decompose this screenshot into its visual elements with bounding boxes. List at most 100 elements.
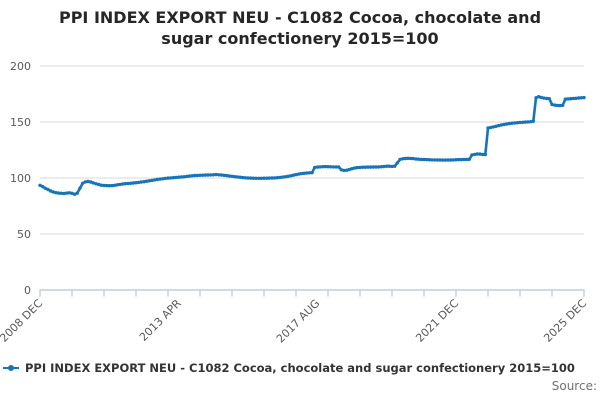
data-point-marker — [171, 176, 175, 180]
data-point-marker — [121, 182, 125, 186]
data-point-marker — [155, 177, 159, 182]
data-point-marker — [289, 174, 293, 178]
data-point-marker — [209, 173, 213, 177]
data-point-marker — [193, 173, 197, 178]
data-point-marker — [73, 192, 77, 196]
data-point-marker — [451, 158, 455, 162]
data-point-marker — [267, 176, 271, 180]
x-axis-tick-label: 2008 DEC — [0, 297, 45, 345]
data-point-marker — [179, 175, 183, 179]
data-point-marker — [166, 176, 170, 180]
data-point-marker — [387, 164, 391, 168]
data-point-marker — [251, 176, 255, 180]
data-point-marker — [211, 173, 215, 177]
data-point-marker — [147, 179, 151, 183]
data-point-marker — [305, 171, 309, 175]
data-point-marker — [278, 175, 282, 180]
data-point-marker — [238, 175, 242, 179]
data-point-marker — [542, 96, 546, 100]
y-axis-tick-label: 100 — [10, 172, 31, 185]
data-point-marker — [281, 175, 285, 179]
legend: PPI INDEX EXPORT NEU - C1082 Cocoa, choc… — [3, 361, 600, 375]
data-point-marker — [81, 181, 85, 185]
data-point-marker — [75, 191, 80, 195]
data-point-marker — [438, 158, 442, 162]
data-point-marker — [294, 172, 298, 177]
data-point-marker — [579, 96, 583, 100]
data-point-marker — [374, 165, 378, 169]
data-point-marker — [393, 164, 397, 168]
data-point-marker — [403, 156, 407, 161]
data-point-marker — [339, 168, 343, 172]
data-point-marker — [315, 165, 319, 169]
legend-dot-icon — [8, 365, 14, 371]
data-point-marker — [465, 157, 469, 162]
data-point-marker — [307, 171, 311, 175]
data-point-marker — [102, 183, 106, 188]
data-point-marker — [390, 164, 394, 169]
data-point-marker — [195, 173, 199, 178]
data-point-marker — [537, 95, 541, 99]
data-point-marker — [329, 165, 333, 169]
data-point-marker — [185, 174, 189, 179]
data-point-marker — [553, 103, 557, 107]
data-point-marker — [214, 172, 218, 177]
data-point-marker — [483, 152, 487, 157]
data-point-marker — [582, 95, 586, 100]
data-point-marker — [235, 175, 239, 179]
data-point-marker — [526, 120, 530, 124]
data-point-marker — [326, 165, 330, 169]
data-point-marker — [78, 186, 82, 190]
data-point-marker — [529, 120, 533, 124]
data-point-marker — [57, 191, 61, 195]
data-point-marker — [345, 168, 349, 172]
data-point-marker — [62, 191, 66, 196]
data-point-marker — [139, 180, 143, 184]
data-point-marker — [257, 176, 261, 180]
data-point-marker — [353, 166, 357, 170]
data-point-marker — [145, 179, 149, 183]
data-point-marker — [358, 165, 362, 170]
data-point-marker — [577, 96, 581, 100]
data-point-marker — [409, 156, 413, 161]
data-point-marker — [515, 121, 519, 125]
data-point-marker — [286, 174, 290, 178]
data-point-marker — [486, 126, 490, 130]
x-axis-tick-label: 2013 APR — [137, 297, 184, 344]
data-point-marker — [323, 164, 327, 169]
data-point-marker — [446, 158, 450, 162]
data-point-marker — [275, 176, 279, 180]
data-point-marker — [158, 177, 162, 181]
y-axis-tick-label: 0 — [24, 284, 31, 297]
data-point-marker — [318, 165, 322, 169]
data-point-marker — [310, 171, 314, 175]
data-point-marker — [131, 181, 135, 185]
data-point-marker — [555, 103, 559, 108]
y-axis-tick-label: 50 — [17, 228, 31, 241]
data-point-marker — [107, 184, 112, 188]
data-point-marker — [297, 172, 301, 176]
data-point-marker — [225, 173, 229, 178]
data-point-marker — [561, 103, 565, 108]
data-point-marker — [422, 157, 426, 162]
x-axis-tick-label: 2017 AUG — [274, 297, 323, 346]
data-point-marker — [222, 173, 226, 177]
data-point-marker — [366, 165, 370, 169]
data-point-marker — [382, 164, 386, 169]
data-point-marker — [547, 97, 551, 101]
data-point-marker — [539, 95, 543, 100]
data-point-marker — [49, 189, 53, 193]
data-point-marker — [419, 157, 423, 162]
data-point-marker — [105, 183, 109, 188]
chart-title-line1: PPI INDEX EXPORT NEU - C1082 Cocoa, choc… — [58, 8, 542, 27]
data-point-marker — [334, 165, 338, 169]
data-point-marker — [123, 182, 128, 186]
data-point-marker — [241, 175, 245, 180]
data-point-marker — [443, 158, 447, 162]
data-point-marker — [545, 96, 549, 101]
data-point-marker — [489, 125, 493, 130]
data-point-marker — [169, 176, 173, 180]
data-point-marker — [411, 156, 415, 161]
data-point-marker — [249, 176, 253, 180]
